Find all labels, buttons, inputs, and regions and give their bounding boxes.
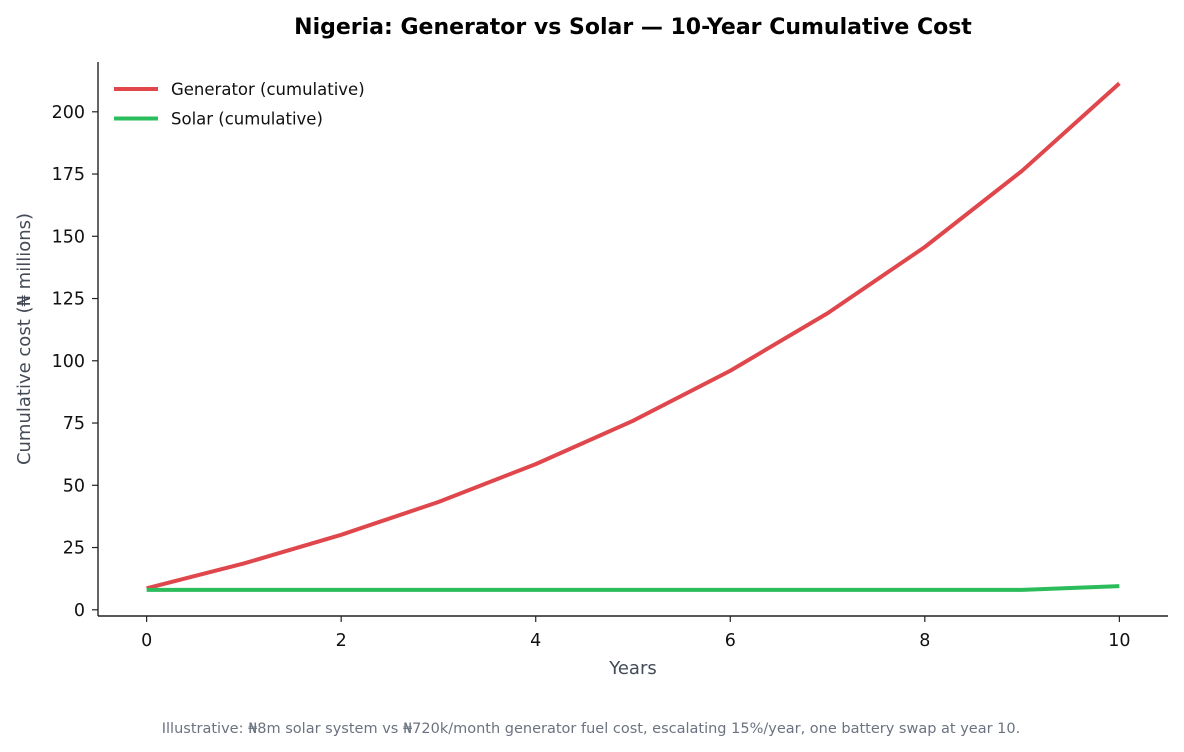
legend-label: Generator (cumulative) bbox=[171, 80, 365, 99]
x-tick-label: 6 bbox=[725, 631, 736, 651]
y-tick-label: 175 bbox=[52, 165, 85, 185]
y-tick-label: 200 bbox=[52, 103, 85, 123]
x-tick-label: 2 bbox=[336, 631, 347, 651]
y-axis-ticks: 0 25 50 75 100 125 150 175 200 bbox=[52, 103, 98, 621]
y-tick-label: 75 bbox=[63, 414, 85, 434]
plot-area: 0 25 50 75 100 125 150 175 200 0 2 4 6 8 10 bbox=[52, 62, 1168, 651]
legend: Generator (cumulative) Solar (cumulative) bbox=[114, 80, 365, 129]
x-tick-label: 10 bbox=[1108, 631, 1130, 651]
y-tick-label: 150 bbox=[52, 227, 85, 247]
series-layer bbox=[146, 81, 1121, 592]
y-tick-label: 0 bbox=[74, 601, 85, 621]
series-line-generator bbox=[146, 81, 1121, 591]
chart-caption: Illustrative: ₦8m solar system vs ₦720k/… bbox=[162, 721, 1021, 737]
y-tick-label: 100 bbox=[52, 352, 85, 372]
y-tick-label: 125 bbox=[52, 290, 85, 310]
y-tick-label: 25 bbox=[63, 539, 85, 559]
x-axis-ticks: 0 2 4 6 8 10 bbox=[141, 616, 1131, 651]
x-tick-label: 8 bbox=[919, 631, 930, 651]
series-line-solar bbox=[146, 584, 1120, 592]
x-tick-label: 4 bbox=[530, 631, 541, 651]
y-axis-label: Cumulative cost (₦ millions) bbox=[14, 213, 35, 465]
x-tick-label: 0 bbox=[141, 631, 152, 651]
x-axis-label: Years bbox=[608, 658, 657, 679]
chart-title: Nigeria: Generator vs Solar — 10-Year Cu… bbox=[294, 15, 972, 40]
legend-label: Solar (cumulative) bbox=[171, 110, 323, 129]
y-tick-label: 50 bbox=[63, 476, 85, 496]
